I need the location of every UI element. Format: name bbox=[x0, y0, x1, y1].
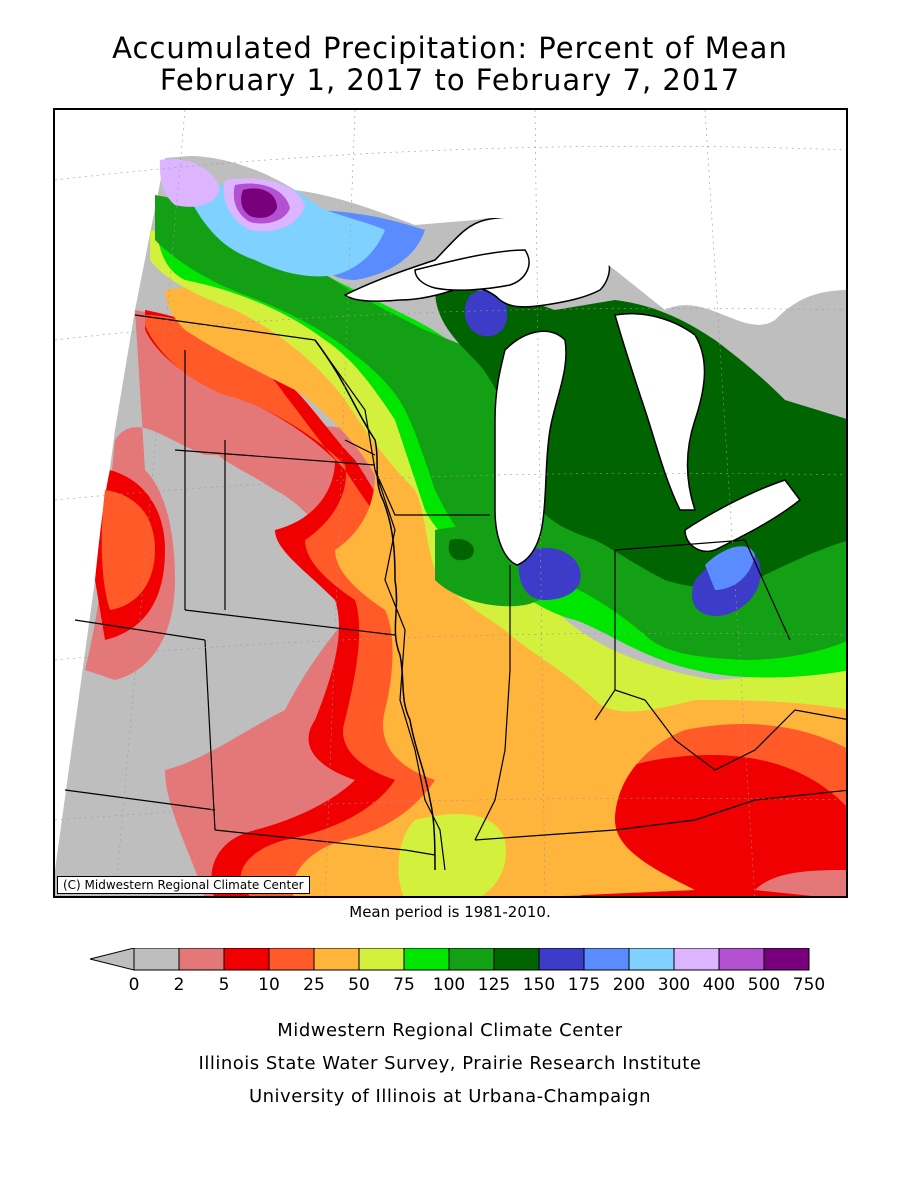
legend-swatch bbox=[133, 948, 180, 971]
lake-erie bbox=[684, 479, 802, 552]
precipitation-map: (C) Midwestern Regional Climate Center bbox=[53, 108, 848, 898]
region-150-175 bbox=[518, 547, 581, 600]
legend-swatch bbox=[583, 948, 630, 971]
lake-michigan-upper bbox=[414, 249, 530, 291]
legend-label: 750 bbox=[792, 975, 826, 995]
legend-labels: 0 2 5 10 25 50 75 100 125 150 175 200 300 400 500 750 bbox=[0, 975, 900, 999]
region-50-75 bbox=[150, 230, 846, 712]
legend-label: 150 bbox=[522, 975, 556, 995]
legend-swatch bbox=[403, 948, 450, 971]
legend-swatch bbox=[538, 948, 585, 971]
legend-label: 50 bbox=[348, 975, 370, 995]
map-date-range: February 1, 2017 to February 7, 2017 bbox=[159, 63, 741, 97]
legend-swatch bbox=[493, 948, 540, 971]
region-300-400 bbox=[159, 159, 220, 207]
legend-swatch bbox=[223, 948, 270, 971]
state-boundaries bbox=[64, 314, 846, 871]
legend-label: 25 bbox=[303, 975, 325, 995]
legend-label: 175 bbox=[567, 975, 601, 995]
legend-label: 5 bbox=[218, 975, 230, 995]
region-150-175 bbox=[464, 290, 508, 337]
legend-label: 200 bbox=[612, 975, 646, 995]
mississippi-river bbox=[314, 339, 436, 871]
region-10-25 bbox=[101, 490, 155, 610]
legend-swatch bbox=[718, 948, 765, 971]
legend-label: 75 bbox=[393, 975, 415, 995]
lake-michigan bbox=[494, 330, 567, 566]
region-25-50 bbox=[165, 287, 846, 896]
legend-swatch bbox=[673, 948, 720, 971]
legend-label: 0 bbox=[128, 975, 140, 995]
legend-arrow bbox=[89, 948, 135, 971]
region-125-150 bbox=[448, 539, 474, 561]
region-50-75 bbox=[398, 814, 506, 896]
legend-swatch bbox=[313, 948, 360, 971]
graticule bbox=[55, 110, 846, 896]
legend-swatch bbox=[628, 948, 675, 971]
legend-label: 10 bbox=[258, 975, 280, 995]
legend-swatch bbox=[763, 948, 810, 971]
legend-label: 2 bbox=[173, 975, 185, 995]
map-canvas bbox=[55, 110, 846, 896]
legend-label: 300 bbox=[657, 975, 691, 995]
mean-period-note: Mean period is 1981-2010. bbox=[349, 903, 551, 921]
region-175-200 bbox=[705, 546, 755, 590]
legend-swatch bbox=[268, 948, 315, 971]
legend-swatch bbox=[178, 948, 225, 971]
credit-mrcc: Midwestern Regional Climate Center bbox=[277, 1020, 623, 1041]
lake-huron bbox=[614, 312, 706, 511]
color-legend bbox=[89, 948, 810, 971]
copyright-notice: (C) Midwestern Regional Climate Center bbox=[57, 876, 310, 894]
credit-isws: Illinois State Water Survey, Prairie Res… bbox=[198, 1053, 702, 1074]
region-500-750 bbox=[241, 188, 277, 218]
credit-uiuc: University of Illinois at Urbana-Champai… bbox=[248, 1086, 652, 1107]
map-title: Accumulated Precipitation: Percent of Me… bbox=[112, 31, 788, 65]
legend-label: 400 bbox=[702, 975, 736, 995]
legend-swatch bbox=[358, 948, 405, 971]
legend-label: 100 bbox=[432, 975, 466, 995]
legend-swatch bbox=[448, 948, 495, 971]
canada-region bbox=[165, 110, 846, 325]
legend-label: 500 bbox=[747, 975, 781, 995]
legend-label: 125 bbox=[477, 975, 511, 995]
